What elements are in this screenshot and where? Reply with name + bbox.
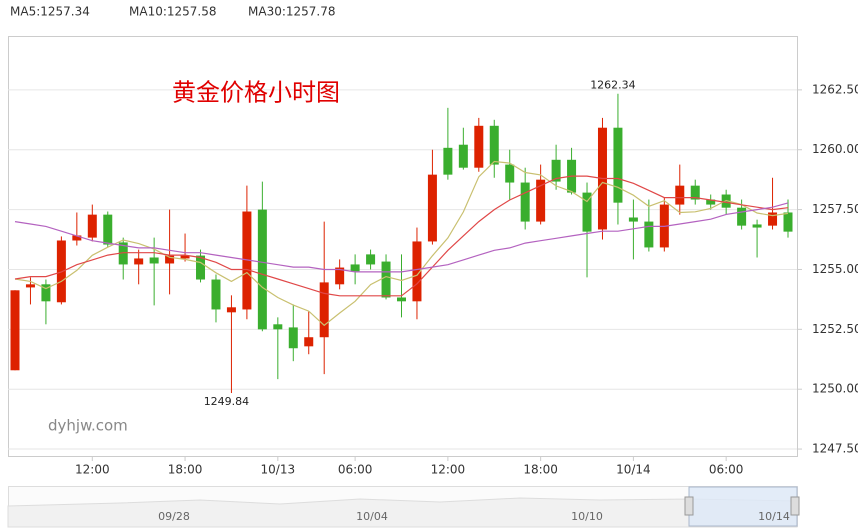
candle-body bbox=[551, 159, 561, 182]
ma-line bbox=[14, 160, 789, 327]
candle-body bbox=[257, 209, 267, 330]
candle-body bbox=[180, 255, 190, 259]
candle-body bbox=[737, 207, 747, 226]
candle-body bbox=[41, 284, 51, 302]
candle-body bbox=[628, 217, 638, 222]
candle-body bbox=[458, 144, 468, 168]
candle-body bbox=[72, 235, 82, 241]
y-tick-label: 1252.50 bbox=[812, 322, 858, 336]
candle-body bbox=[288, 327, 298, 349]
candle-body bbox=[25, 284, 35, 288]
candle-body bbox=[350, 264, 360, 272]
candle-body bbox=[10, 290, 20, 371]
navigator-label: 10/10 bbox=[571, 510, 603, 523]
candle-body bbox=[505, 164, 515, 183]
candle-body bbox=[783, 212, 793, 232]
ma-line bbox=[14, 175, 789, 297]
candle-body bbox=[103, 214, 113, 245]
candle-body bbox=[520, 182, 530, 222]
x-tick-label: 10/13 bbox=[261, 463, 296, 477]
candle-body bbox=[427, 174, 437, 242]
candle-body bbox=[196, 255, 206, 280]
candle-body bbox=[319, 282, 329, 338]
x-tick-label: 18:00 bbox=[523, 463, 558, 477]
candle-body bbox=[582, 192, 592, 232]
candle-body bbox=[134, 258, 144, 265]
candle-body bbox=[412, 241, 422, 302]
legend-entry: MA30:1257.78 bbox=[248, 5, 336, 19]
x-tick-label: 06:00 bbox=[709, 463, 744, 477]
y-tick-label: 1250.00 bbox=[812, 382, 858, 396]
y-tick-label: 1257.50 bbox=[812, 202, 858, 216]
candle-body bbox=[304, 337, 314, 347]
candle-body bbox=[397, 297, 406, 302]
candle-body bbox=[335, 267, 345, 285]
candle-body bbox=[752, 224, 762, 228]
candle-body bbox=[706, 199, 716, 205]
candle-body bbox=[489, 125, 499, 165]
watermark: dyhjw.com bbox=[48, 417, 128, 435]
x-tick-label: 12:00 bbox=[431, 463, 466, 477]
candle-body bbox=[226, 307, 236, 313]
candle-body bbox=[474, 125, 484, 168]
candle-body bbox=[443, 147, 453, 175]
navigator-handle[interactable] bbox=[684, 496, 694, 516]
y-tick-label: 1247.50 bbox=[812, 442, 858, 456]
legend-entry: MA5:1257.34 bbox=[10, 5, 90, 19]
candle-body bbox=[211, 279, 221, 310]
navigator-window[interactable] bbox=[688, 486, 798, 527]
y-tick-label: 1260.00 bbox=[812, 142, 858, 156]
navigator-area bbox=[7, 497, 798, 528]
candle-body bbox=[768, 212, 778, 226]
navigator-label: 09/28 bbox=[158, 510, 190, 523]
candle-body bbox=[381, 261, 391, 298]
candle-body bbox=[273, 324, 283, 330]
candle-body bbox=[690, 185, 700, 200]
candle-body bbox=[165, 255, 175, 264]
candle-body bbox=[536, 179, 546, 222]
x-tick-label: 06:00 bbox=[338, 463, 373, 477]
extreme-label: 1249.84 bbox=[204, 395, 250, 408]
candle-body bbox=[613, 127, 623, 203]
candle-body bbox=[149, 257, 159, 264]
candle-body bbox=[675, 185, 685, 205]
y-tick-label: 1255.00 bbox=[812, 262, 858, 276]
plot-layer bbox=[8, 89, 797, 450]
x-tick-label: 18:00 bbox=[168, 463, 203, 477]
candle-body bbox=[118, 242, 128, 265]
ma-line bbox=[14, 202, 789, 273]
extreme-label: 1262.34 bbox=[590, 79, 636, 92]
navigator-label: 10/14 bbox=[758, 510, 790, 523]
x-tick-label: 10/14 bbox=[616, 463, 651, 477]
navigator[interactable]: 09/28 10/04 10/10 10/14 bbox=[7, 486, 800, 528]
navigator-label: 10/04 bbox=[356, 510, 388, 523]
x-tick-label: 12:00 bbox=[75, 463, 110, 477]
candle-body bbox=[87, 214, 97, 238]
candle-body bbox=[644, 221, 654, 248]
candle-body bbox=[366, 254, 376, 265]
y-tick-label: 1262.50 bbox=[812, 82, 858, 96]
navigator-handle[interactable] bbox=[790, 496, 800, 516]
chart-title: 黄金价格小时图 bbox=[172, 79, 340, 107]
legend-entry: MA10:1257.58 bbox=[129, 5, 217, 19]
